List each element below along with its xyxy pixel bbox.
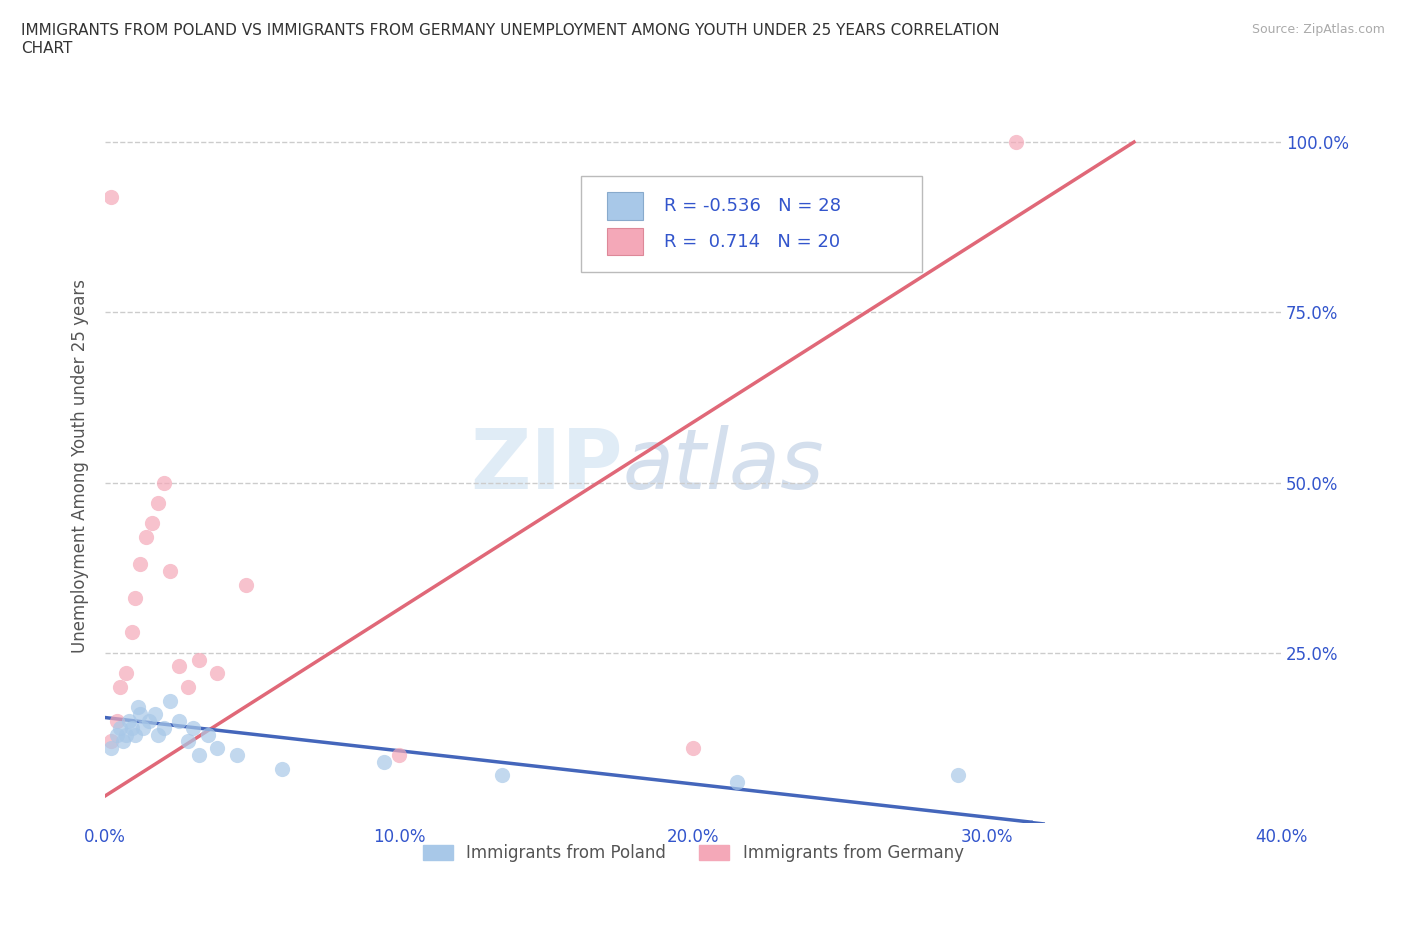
- Point: [100, 189, 122, 204]
- Point: [167, 659, 190, 674]
- Point: [188, 652, 211, 667]
- Point: [127, 700, 149, 715]
- Point: [124, 727, 146, 742]
- Bar: [607, 228, 643, 256]
- Point: [124, 591, 146, 605]
- Point: [388, 748, 411, 763]
- Point: [235, 578, 257, 592]
- Bar: [607, 193, 643, 219]
- Point: [205, 741, 228, 756]
- Point: [725, 775, 748, 790]
- Point: [121, 721, 143, 736]
- Point: [183, 721, 205, 736]
- Point: [108, 680, 131, 695]
- Point: [205, 666, 228, 681]
- Point: [270, 761, 292, 776]
- Text: Source: ZipAtlas.com: Source: ZipAtlas.com: [1251, 23, 1385, 36]
- Point: [105, 727, 128, 742]
- Point: [121, 625, 143, 640]
- Point: [105, 713, 128, 728]
- Point: [226, 748, 249, 763]
- FancyBboxPatch shape: [582, 176, 922, 272]
- Point: [132, 721, 155, 736]
- Point: [129, 557, 152, 572]
- Point: [188, 748, 211, 763]
- Point: [682, 741, 704, 756]
- Point: [153, 721, 176, 736]
- Point: [143, 707, 166, 722]
- Point: [167, 713, 190, 728]
- Point: [176, 680, 198, 695]
- Point: [100, 741, 122, 756]
- Point: [1005, 135, 1028, 150]
- Point: [141, 516, 163, 531]
- Point: [491, 768, 513, 783]
- Point: [118, 713, 141, 728]
- Point: [176, 734, 198, 749]
- Point: [146, 496, 169, 511]
- Point: [159, 564, 181, 578]
- Text: IMMIGRANTS FROM POLAND VS IMMIGRANTS FROM GERMANY UNEMPLOYMENT AMONG YOUTH UNDER: IMMIGRANTS FROM POLAND VS IMMIGRANTS FRO…: [21, 23, 1000, 56]
- Point: [159, 693, 181, 708]
- Text: atlas: atlas: [623, 425, 824, 506]
- Point: [114, 727, 136, 742]
- Y-axis label: Unemployment Among Youth under 25 years: Unemployment Among Youth under 25 years: [72, 279, 89, 653]
- Text: R =  0.714   N = 20: R = 0.714 N = 20: [664, 232, 839, 251]
- Point: [153, 475, 176, 490]
- Point: [111, 734, 134, 749]
- Text: ZIP: ZIP: [470, 425, 623, 506]
- Point: [114, 666, 136, 681]
- Legend: Immigrants from Poland, Immigrants from Germany: Immigrants from Poland, Immigrants from …: [416, 837, 970, 869]
- Point: [146, 727, 169, 742]
- Point: [108, 721, 131, 736]
- Text: R = -0.536   N = 28: R = -0.536 N = 28: [664, 197, 841, 215]
- Point: [138, 713, 160, 728]
- Point: [946, 768, 969, 783]
- Point: [373, 754, 395, 769]
- Point: [135, 530, 157, 545]
- Point: [100, 734, 122, 749]
- Point: [129, 707, 152, 722]
- Point: [197, 727, 219, 742]
